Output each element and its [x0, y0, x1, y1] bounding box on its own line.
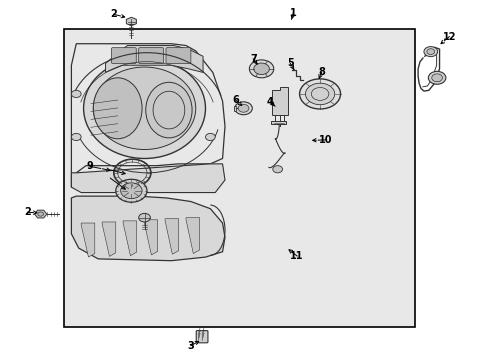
- FancyBboxPatch shape: [64, 30, 414, 327]
- Circle shape: [139, 213, 150, 222]
- Circle shape: [71, 134, 81, 140]
- Circle shape: [249, 60, 273, 78]
- Polygon shape: [272, 87, 288, 116]
- Polygon shape: [81, 223, 95, 257]
- Polygon shape: [71, 44, 224, 187]
- Polygon shape: [185, 218, 199, 253]
- Text: 1: 1: [289, 8, 296, 18]
- Ellipse shape: [93, 67, 195, 149]
- Text: 11: 11: [290, 251, 303, 261]
- Text: 2: 2: [110, 9, 117, 19]
- Circle shape: [423, 46, 437, 57]
- Circle shape: [238, 104, 248, 112]
- Circle shape: [116, 179, 147, 202]
- Circle shape: [427, 71, 445, 84]
- Polygon shape: [164, 219, 178, 254]
- FancyBboxPatch shape: [165, 48, 190, 63]
- Polygon shape: [102, 222, 116, 256]
- Circle shape: [299, 79, 340, 109]
- Circle shape: [71, 90, 81, 98]
- Text: 8: 8: [318, 67, 325, 77]
- Circle shape: [234, 102, 252, 115]
- Text: 9: 9: [86, 161, 93, 171]
- Circle shape: [205, 134, 215, 140]
- Ellipse shape: [145, 82, 192, 138]
- FancyBboxPatch shape: [139, 48, 163, 63]
- Text: 10: 10: [319, 135, 332, 145]
- Polygon shape: [144, 220, 158, 255]
- Polygon shape: [71, 164, 224, 193]
- Polygon shape: [105, 45, 203, 72]
- Text: 12: 12: [442, 32, 455, 41]
- Polygon shape: [126, 17, 136, 26]
- Text: 2: 2: [24, 207, 31, 217]
- Circle shape: [38, 212, 43, 216]
- Circle shape: [272, 166, 282, 173]
- Text: 6: 6: [232, 95, 239, 105]
- Polygon shape: [233, 106, 235, 111]
- Ellipse shape: [83, 58, 205, 158]
- FancyBboxPatch shape: [111, 48, 136, 63]
- Ellipse shape: [93, 78, 142, 139]
- Circle shape: [431, 74, 442, 82]
- Circle shape: [305, 83, 334, 105]
- Text: 7: 7: [249, 54, 256, 64]
- Polygon shape: [123, 221, 137, 256]
- Circle shape: [121, 183, 142, 199]
- Text: 5: 5: [286, 58, 293, 68]
- Polygon shape: [271, 121, 285, 125]
- FancyBboxPatch shape: [196, 330, 207, 343]
- Text: 3: 3: [187, 341, 194, 351]
- Circle shape: [253, 63, 269, 75]
- Text: 4: 4: [266, 97, 273, 107]
- Polygon shape: [71, 196, 224, 261]
- Circle shape: [426, 49, 434, 54]
- Polygon shape: [35, 210, 47, 218]
